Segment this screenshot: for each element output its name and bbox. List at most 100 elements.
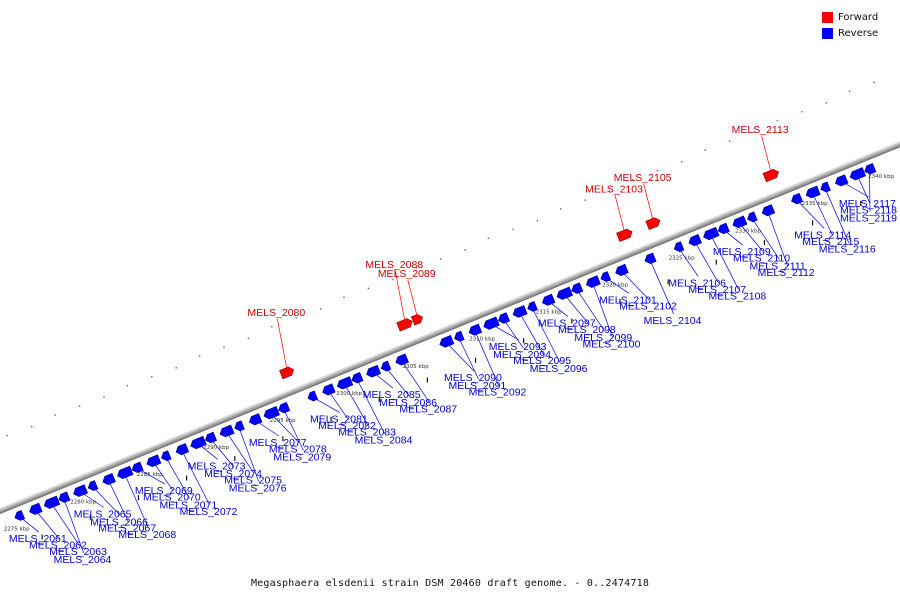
gene-arrow-mels-2089[interactable] (410, 313, 424, 326)
gene-arrow-mels-2088[interactable] (396, 317, 414, 332)
gene-label-mels-2104[interactable]: MELS_2104 (644, 315, 702, 327)
gene-label-mels-2102[interactable]: MELS_2102 (619, 301, 677, 313)
gene-label-mels-2078[interactable]: MELS_2078 (269, 443, 327, 455)
gene-mels-2094[interactable] (497, 312, 511, 325)
gene-mels-2070[interactable] (145, 454, 162, 468)
gene-arrow-mels-2104[interactable] (643, 252, 657, 265)
gene-label-mels-2108[interactable]: MELS_2108 (708, 290, 766, 302)
gene-label-mels-2086[interactable]: MELS_2086 (379, 397, 437, 409)
gene-mels-2095[interactable] (511, 305, 528, 319)
gene-label-mels-2063[interactable]: MELS_2063 (49, 546, 107, 558)
gene-mels-2076[interactable] (233, 420, 245, 433)
gene-arrow-mels-2091[interactable] (453, 330, 465, 343)
gene-mels-2110[interactable] (731, 215, 748, 229)
gene-mels-2068[interactable] (116, 465, 134, 480)
gene-arrow-mels-2085[interactable] (365, 364, 382, 378)
gene-arrow-mels-2062[interactable] (28, 502, 43, 516)
gene-mels-2089[interactable] (410, 313, 424, 326)
gene-arrow-mels-2112[interactable] (760, 204, 776, 218)
gene-arrow-mels-2106[interactable] (673, 241, 685, 254)
gene-label-mels-2073[interactable]: MELS_2073 (188, 460, 246, 472)
gene-mels-2061[interactable] (13, 509, 26, 522)
gene-label-mels-2110[interactable]: MELS_2110 (733, 253, 790, 265)
gene-label-mels-2067[interactable]: MELS_2067 (98, 523, 156, 535)
gene-mels-2103[interactable] (616, 228, 633, 242)
gene-label-mels-2107[interactable]: MELS_2107 (688, 284, 746, 296)
gene-mels-2109[interactable] (716, 222, 730, 235)
gene-label-mels-2105[interactable]: MELS_2105 (614, 172, 672, 184)
gene-mels-2085[interactable] (365, 364, 382, 378)
gene-arrow-mels-2071[interactable] (160, 450, 172, 463)
gene-label-mels-2098[interactable]: MELS_2098 (558, 324, 616, 336)
gene-mels-2063[interactable] (43, 495, 61, 510)
gene-arrow-mels-2074[interactable] (204, 431, 217, 444)
gene-arrow-mels-2067[interactable] (101, 472, 116, 486)
gene-mels-2086[interactable] (379, 360, 392, 373)
gene-arrow-mels-2061[interactable] (13, 509, 26, 522)
gene-mels-2105[interactable] (645, 216, 662, 230)
gene-label-mels-2076[interactable]: MELS_2076 (229, 483, 287, 495)
gene-mels-2104[interactable] (643, 252, 657, 265)
gene-label-mels-2066[interactable]: MELS_2066 (90, 516, 148, 528)
gene-arrow-mels-2100[interactable] (585, 275, 601, 289)
gene-label-mels-2074[interactable]: MELS_2074 (204, 468, 262, 480)
gene-arrow-mels-2119[interactable] (863, 162, 877, 175)
gene-label-mels-2064[interactable]: MELS_2064 (54, 554, 112, 566)
gene-arrow-mels-2082[interactable] (321, 383, 336, 397)
gene-arrow-mels-2079[interactable] (277, 401, 291, 414)
gene-mels-2119[interactable] (863, 162, 877, 175)
gene-arrow-mels-2116[interactable] (819, 181, 831, 194)
gene-mels-2065[interactable] (72, 484, 89, 498)
gene-label-mels-2113[interactable]: MELS_2113 (732, 124, 789, 136)
gene-label-mels-2083[interactable]: MELS_2083 (338, 427, 396, 439)
gene-mels-2072[interactable] (174, 443, 190, 456)
gene-arrow-mels-2097[interactable] (541, 293, 556, 307)
gene-mels-2080[interactable] (279, 365, 296, 380)
gene-label-mels-2103[interactable]: MELS_2103 (585, 184, 643, 196)
gene-label-mels-2090[interactable]: MELS_2090 (444, 372, 502, 384)
gene-label-mels-2070[interactable]: MELS_2070 (143, 492, 201, 504)
gene-mels-2082[interactable] (321, 383, 336, 397)
gene-label-mels-2095[interactable]: MELS_2095 (513, 355, 571, 367)
gene-label-mels-2072[interactable]: MELS_2072 (180, 506, 238, 518)
gene-arrow-mels-2092[interactable] (467, 323, 483, 337)
gene-label-mels-2100[interactable]: MELS_2100 (583, 338, 641, 350)
gene-mels-2115[interactable] (804, 185, 821, 199)
gene-label-mels-2079[interactable]: MELS_2079 (273, 451, 331, 463)
gene-arrow-mels-2070[interactable] (145, 454, 162, 468)
gene-mels-2075[interactable] (218, 424, 235, 438)
gene-label-mels-2085[interactable]: MELS_2085 (363, 389, 421, 401)
gene-mels-2112[interactable] (760, 204, 776, 218)
gene-arrow-mels-2110[interactable] (731, 215, 748, 229)
gene-mels-2079[interactable] (277, 401, 291, 414)
gene-label-mels-2071[interactable]: MELS_2071 (159, 499, 217, 511)
gene-label-mels-2062[interactable]: MELS_2062 (29, 540, 87, 552)
gene-mels-2096[interactable] (526, 300, 538, 313)
gene-mels-2100[interactable] (585, 275, 601, 289)
gene-label-mels-2069[interactable]: MELS_2069 (135, 485, 193, 497)
gene-label-mels-2089[interactable]: MELS_2089 (378, 268, 436, 280)
gene-arrow-mels-2118[interactable] (848, 167, 867, 182)
gene-mels-2113[interactable] (762, 168, 780, 183)
gene-arrow-mels-2084[interactable] (350, 372, 364, 384)
gene-label-mels-2112[interactable]: MELS_2112 (758, 267, 815, 279)
gene-label-mels-2096[interactable]: MELS_2096 (530, 363, 588, 375)
gene-arrow-mels-2086[interactable] (379, 360, 392, 373)
gene-mels-2116[interactable] (819, 181, 831, 194)
gene-label-mels-2077[interactable]: MELS_2077 (249, 437, 307, 449)
gene-label-mels-2106[interactable]: MELS_2106 (668, 277, 726, 289)
gene-arrow-mels-2073[interactable] (189, 435, 207, 450)
gene-mels-2083[interactable] (336, 376, 354, 391)
gene-label-mels-2118[interactable]: MELS_2118 (840, 205, 897, 217)
gene-mels-2084[interactable] (350, 372, 364, 384)
gene-mels-2064[interactable] (57, 491, 71, 504)
gene-arrow-mels-2068[interactable] (116, 465, 134, 480)
gene-label-mels-2065[interactable]: MELS_2065 (74, 508, 132, 520)
gene-mels-2092[interactable] (467, 323, 483, 337)
gene-label-mels-2094[interactable]: MELS_2094 (493, 349, 551, 361)
gene-arrow-mels-2113[interactable] (762, 168, 780, 183)
gene-arrow-mels-2076[interactable] (233, 420, 245, 433)
gene-mels-2099[interactable] (570, 282, 584, 295)
gene-mels-2098[interactable] (555, 286, 574, 301)
gene-label-mels-2111[interactable]: MELS_2111 (750, 261, 806, 273)
